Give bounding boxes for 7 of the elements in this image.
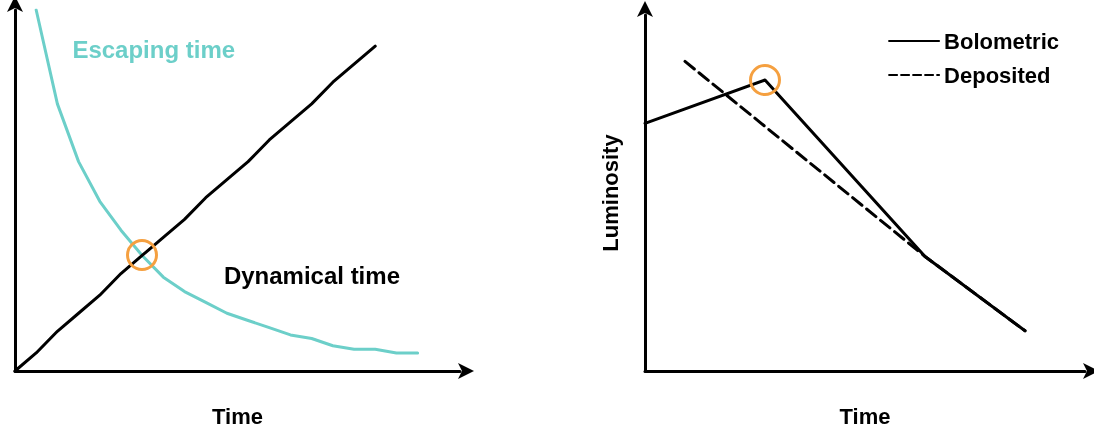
y-axis-title: Luminosity	[597, 133, 623, 252]
text: Dynamical time	[223, 262, 400, 290]
legend-label: Bolometric	[944, 28, 1060, 54]
legend-label: Deposited	[944, 62, 1051, 88]
x-axis-title: Time	[839, 403, 891, 429]
x-axis-title: Time	[212, 403, 263, 429]
series-label: Escaping time	[72, 36, 236, 64]
